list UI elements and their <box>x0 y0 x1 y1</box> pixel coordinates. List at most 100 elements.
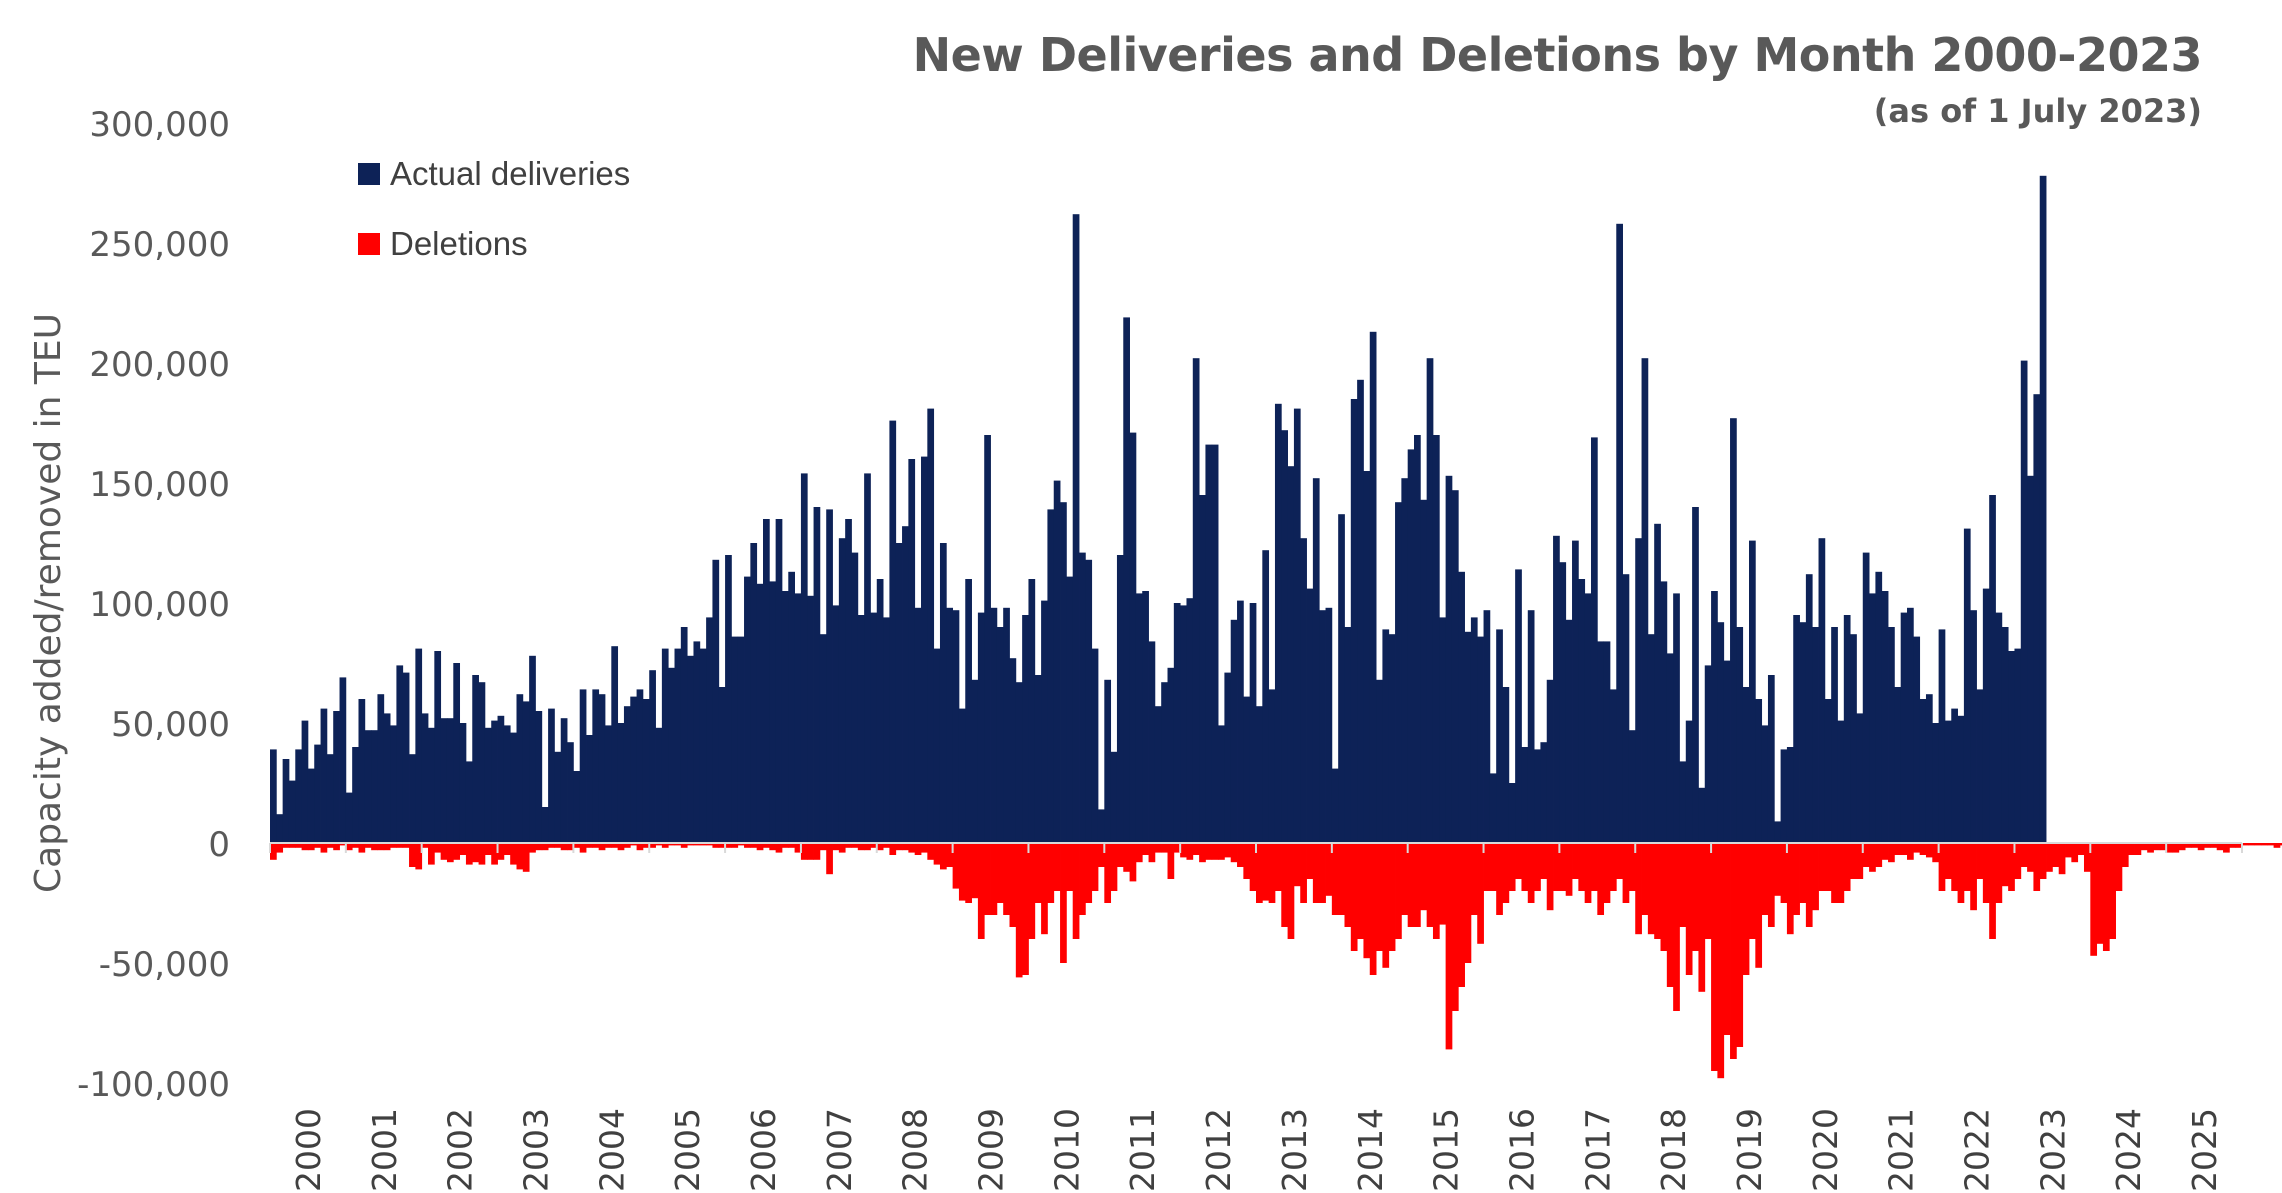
delivery-bar <box>1003 607 1010 843</box>
deletion-bar <box>2273 843 2281 848</box>
delivery-bar <box>630 696 637 843</box>
deletion-bar <box>1180 843 1187 858</box>
deletion-bar <box>2128 843 2135 855</box>
delivery-bar <box>1799 622 1807 843</box>
delivery-bar <box>1843 615 1851 843</box>
deletion-bar <box>1666 843 1674 987</box>
deletion-bar <box>1963 843 1971 891</box>
delivery-bar <box>1470 617 1478 843</box>
delivery-bar <box>484 727 492 843</box>
delivery-bar <box>1628 730 1636 843</box>
deletion-bar <box>845 843 852 848</box>
delivery-bar <box>326 754 334 843</box>
delivery-bar <box>1483 610 1491 843</box>
delivery-bar <box>2039 175 2047 844</box>
deletion-bar <box>1439 843 1447 925</box>
deletion-bar <box>295 843 302 848</box>
deletion-bar <box>560 843 568 851</box>
deletion-bar <box>1951 843 1958 891</box>
deletion-bar <box>484 843 492 855</box>
deletion-bar <box>529 843 536 853</box>
deletion-bar <box>1338 843 1345 915</box>
delivery-bar <box>908 459 916 843</box>
delivery-bar <box>2033 394 2041 843</box>
deletion-bar <box>908 843 916 853</box>
x-tick-label: 2017 <box>1578 1108 1617 1192</box>
deletion-bar <box>1597 843 1605 915</box>
delivery-bar <box>1388 634 1396 843</box>
deletion-bar <box>990 843 998 915</box>
delivery-bar <box>1439 617 1447 843</box>
delivery-bar <box>845 519 852 843</box>
deletion-bar <box>288 843 296 848</box>
deletion-bar <box>1831 843 1838 903</box>
deletion-bar <box>921 843 928 853</box>
deletion-bar <box>1698 843 1706 992</box>
delivery-bar <box>1597 641 1605 843</box>
deletion-bar <box>1590 843 1598 891</box>
delivery-bar <box>472 675 479 843</box>
deletion-bar <box>1635 843 1642 935</box>
delivery-bar <box>1237 600 1244 843</box>
x-tick-label: 2022 <box>1958 1108 1997 1192</box>
delivery-bar <box>1723 660 1731 843</box>
deletion-bar <box>1559 843 1567 891</box>
delivery-bar <box>1578 579 1586 843</box>
x-tick-label: 2006 <box>744 1108 783 1192</box>
deletion-bar <box>604 843 612 848</box>
legend-swatch-deletions <box>358 233 380 255</box>
deletion-bar <box>1780 843 1788 903</box>
delivery-bar <box>933 648 941 843</box>
delivery-bar <box>567 742 574 843</box>
deletion-bar <box>345 843 353 851</box>
delivery-bar <box>1104 679 1112 843</box>
delivery-bar <box>1622 574 1630 843</box>
delivery-bar <box>1395 502 1402 843</box>
delivery-bar <box>522 701 530 843</box>
delivery-bar <box>1818 538 1826 843</box>
deletion-bar <box>2115 843 2123 891</box>
delivery-bar <box>1186 598 1194 843</box>
delivery-bar <box>763 519 770 843</box>
deletion-bar <box>781 843 789 848</box>
delivery-bar <box>383 713 391 843</box>
delivery-bar <box>1123 317 1130 843</box>
delivery-bar <box>510 732 517 843</box>
delivery-bar <box>870 612 878 843</box>
deletion-bar <box>2235 843 2243 848</box>
deletion-bar <box>1862 843 1870 867</box>
deletion-bar <box>1673 843 1680 1011</box>
delivery-bar <box>952 610 960 843</box>
deletion-bar <box>1306 843 1314 879</box>
delivery-bar <box>409 754 416 843</box>
deletion-bar <box>1660 843 1668 951</box>
delivery-bar <box>1079 552 1086 843</box>
delivery-bar <box>800 473 808 843</box>
delivery-bar <box>939 543 947 843</box>
deletion-bar <box>1167 843 1175 879</box>
delivery-bar <box>314 744 321 843</box>
delivery-bar <box>1148 641 1156 843</box>
deletion-bar <box>409 843 416 867</box>
deletion-bar <box>390 843 397 848</box>
delivery-bar <box>282 759 290 843</box>
deletion-bar <box>800 843 808 860</box>
deletion-bar <box>933 843 941 865</box>
deletion-bar <box>819 843 827 851</box>
deletion-bar <box>1072 843 1080 939</box>
delivery-bar <box>1963 528 1971 843</box>
delivery-bar <box>914 607 922 843</box>
deletion-bar <box>1243 843 1251 879</box>
delivery-bar <box>2020 360 2028 843</box>
deletion-bar <box>2140 843 2148 851</box>
deletion-bar <box>1647 843 1655 935</box>
deletion-bar <box>2166 843 2173 853</box>
deletion-bar <box>1894 843 1902 855</box>
delivery-bar <box>1603 641 1611 843</box>
delivery-bar <box>1559 562 1567 843</box>
deletion-bar <box>744 843 751 848</box>
delivery-bar <box>1205 444 1213 843</box>
delivery-bar <box>1869 593 1876 843</box>
deletion-bar <box>2267 843 2274 846</box>
deletion-bar <box>680 843 688 848</box>
